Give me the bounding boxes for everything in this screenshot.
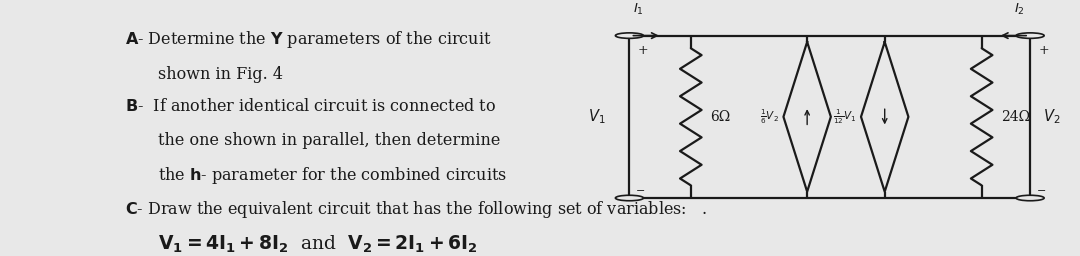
Text: 6Ω: 6Ω [711,110,730,124]
Text: −: − [636,186,645,196]
Circle shape [1016,33,1044,38]
Text: $\frac{1}{6}V_2$: $\frac{1}{6}V_2$ [760,108,779,126]
Text: $\bf{C}$- Draw the equivalent circuit that has the following set of variables:  : $\bf{C}$- Draw the equivalent circuit th… [125,199,707,220]
Circle shape [616,33,644,38]
Text: $\frac{1}{12}V_1$: $\frac{1}{12}V_1$ [833,108,856,126]
Text: $\bf{B}$-  If another identical circuit is connected to: $\bf{B}$- If another identical circuit i… [125,98,497,115]
Text: $I_1$: $I_1$ [633,2,644,17]
Text: $I_2$: $I_2$ [1014,2,1025,17]
Text: −: − [1037,186,1045,196]
Text: $V_2$: $V_2$ [1043,108,1061,126]
Text: $\bf{V_1=4I_1 + 8I_2}$  and  $\bf{V_2=2I_1 + 6I_2}$: $\bf{V_1=4I_1 + 8I_2}$ and $\bf{V_2=2I_1… [158,234,477,255]
Text: $V_1$: $V_1$ [589,108,606,126]
Text: the one shown in parallel, then determine: the one shown in parallel, then determin… [158,132,500,148]
Text: +: + [638,44,649,57]
Text: 24Ω: 24Ω [1001,110,1030,124]
Text: shown in Fig. 4: shown in Fig. 4 [158,66,283,83]
Text: +: + [1039,44,1050,57]
Circle shape [1016,195,1044,201]
Text: $\bf{A}$- Determine the $\bf{Y}$ parameters of the circuit: $\bf{A}$- Determine the $\bf{Y}$ paramet… [125,29,492,50]
Text: the $\bf{h}$- parameter for the combined circuits: the $\bf{h}$- parameter for the combined… [158,165,507,186]
Circle shape [616,195,644,201]
